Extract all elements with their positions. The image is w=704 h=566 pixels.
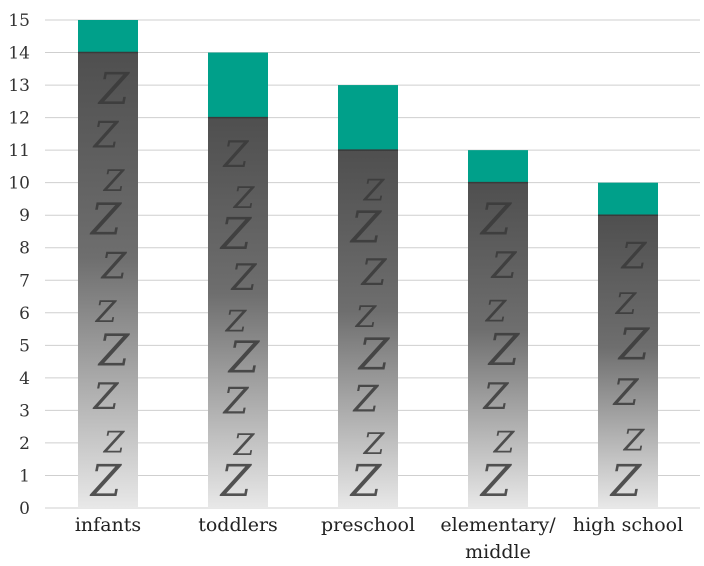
bar-segment-top xyxy=(468,150,528,183)
zz-pattern-glyph: Z xyxy=(225,304,248,339)
zz-pattern-glyph: Z xyxy=(609,456,643,507)
zz-pattern-glyph: Z xyxy=(103,164,126,199)
bar-segment-top xyxy=(78,20,138,53)
y-tick-label: 13 xyxy=(8,76,30,96)
zz-pattern-glyph: Z xyxy=(360,253,387,294)
zz-pattern-glyph: Z xyxy=(92,116,119,157)
y-tick-label: 10 xyxy=(8,174,30,194)
bar-segment-top xyxy=(338,85,398,151)
x-tick-label: infants xyxy=(75,514,141,536)
x-tick-label: high school xyxy=(573,514,683,536)
zz-pattern-glyph: Z xyxy=(615,287,638,322)
y-tick-label: 15 xyxy=(8,11,30,31)
bar-segment-base xyxy=(598,215,658,508)
y-tick-label: 5 xyxy=(19,336,30,356)
zz-pattern-glyph: Z xyxy=(219,456,253,507)
zz-pattern-glyph: Z xyxy=(89,456,123,507)
x-tick-label: elementary/ xyxy=(440,514,556,536)
zz-pattern-glyph: Z xyxy=(612,373,639,414)
bar-segment-base xyxy=(468,182,528,508)
zz-pattern-glyph: Z xyxy=(490,246,517,287)
y-tick-label: 11 xyxy=(8,141,30,161)
y-tick-label: 0 xyxy=(19,499,30,519)
bar-segment-top xyxy=(208,52,268,118)
zz-pattern-glyph: Z xyxy=(230,258,257,299)
bar-segment-base xyxy=(78,52,138,509)
zz-pattern-glyph: Z xyxy=(222,135,249,176)
zz-pattern-glyph: Z xyxy=(487,325,521,376)
x-tick-label: preschool xyxy=(321,514,415,536)
x-tick-label: middle xyxy=(465,541,531,563)
zz-pattern-glyph: Z xyxy=(219,209,253,260)
zz-pattern-glyph: Z xyxy=(95,295,118,330)
zz-pattern-glyph: Z xyxy=(352,380,379,421)
y-tick-label: 4 xyxy=(19,369,30,389)
x-tick-label: toddlers xyxy=(198,514,278,536)
zz-pattern-glyph: Z xyxy=(103,425,126,460)
zz-pattern-glyph: Z xyxy=(357,329,391,380)
zz-pattern-glyph: Z xyxy=(233,428,256,463)
y-tick-label: 12 xyxy=(8,109,30,129)
bar-segment-base xyxy=(338,150,398,508)
zz-pattern-glyph: Z xyxy=(227,333,261,384)
zz-pattern-glyph: Z xyxy=(479,194,513,245)
zz-pattern-glyph: Z xyxy=(355,300,378,335)
zz-pattern-glyph: Z xyxy=(617,320,651,371)
zz-pattern-glyph: Z xyxy=(100,246,127,287)
zz-pattern-glyph: Z xyxy=(485,295,508,330)
y-tick-label: 3 xyxy=(19,401,30,421)
zz-pattern-glyph: Z xyxy=(363,427,386,462)
zz-pattern-glyph: Z xyxy=(620,237,647,278)
zz-pattern-glyph: Z xyxy=(623,424,646,459)
zz-pattern-glyph: Z xyxy=(222,382,249,423)
y-tick-label: 14 xyxy=(8,44,30,64)
zz-pattern-glyph: Z xyxy=(363,173,386,208)
y-tick-label: 1 xyxy=(19,466,30,486)
y-tick-label: 9 xyxy=(19,206,30,226)
zz-pattern-glyph: Z xyxy=(97,325,131,376)
y-tick-label: 8 xyxy=(19,239,30,259)
zz-pattern-glyph: Z xyxy=(479,456,513,507)
zz-pattern-glyph: Z xyxy=(92,377,119,418)
zz-pattern-glyph: Z xyxy=(349,456,383,507)
bar-segment-base xyxy=(208,117,268,508)
x-axis-labels: infants toddlers preschool elementary/middl… xyxy=(75,514,683,563)
y-tick-label: 6 xyxy=(19,304,30,324)
y-tick-label: 2 xyxy=(19,434,30,454)
bar-segment-top xyxy=(598,182,658,216)
zz-pattern-glyph: Z xyxy=(89,195,123,246)
zz-pattern-glyph: Z xyxy=(493,425,516,460)
zz-pattern-glyph: Z xyxy=(349,203,383,254)
zz-pattern-glyph: Z xyxy=(233,181,256,216)
y-tick-label: 7 xyxy=(19,271,30,291)
zz-pattern-glyph: Z xyxy=(97,64,131,115)
zz-pattern-glyph: Z xyxy=(482,377,509,418)
